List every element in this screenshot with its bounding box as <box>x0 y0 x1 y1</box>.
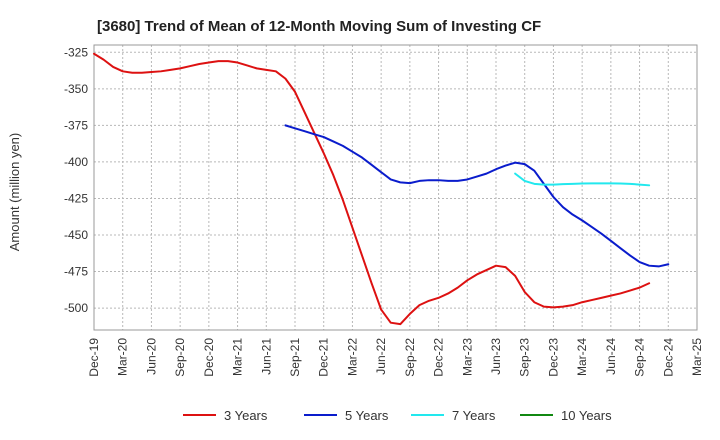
x-tick-label: Mar-25 <box>690 338 704 376</box>
y-axis-label: Amount (million yen) <box>7 133 22 252</box>
x-tick-label: Jun-24 <box>604 338 618 375</box>
x-tick-label: Jun-20 <box>144 338 158 375</box>
y-axis: -325 -350 -375 -400 -425 -450 -475 -500 <box>64 45 88 315</box>
legend: 3 Years 5 Years 7 Years 10 Years <box>183 408 612 423</box>
series-line-3-years <box>93 52 651 326</box>
x-axis: Dec-19 Mar-20 Jun-20 Sep-20 Dec-20 Mar-21 Jun-… <box>87 338 704 377</box>
y-tick-label: -475 <box>64 265 88 279</box>
x-tick-label: Mar-24 <box>575 338 589 376</box>
x-tick-label: Dec-20 <box>202 338 216 377</box>
x-tick-label: Sep-23 <box>518 338 532 377</box>
y-tick-label: -375 <box>64 118 88 132</box>
y-tick-label: -400 <box>64 155 88 169</box>
x-tick-label: Jun-21 <box>259 338 273 375</box>
x-tick-label: Mar-20 <box>116 338 130 376</box>
series-line-7-years <box>514 172 651 187</box>
x-tick-label: Sep-21 <box>288 338 302 377</box>
x-tick-label: Mar-23 <box>460 338 474 376</box>
x-tick-label: Dec-24 <box>661 338 675 377</box>
y-tick-label: -500 <box>64 301 88 315</box>
x-tick-label: Dec-21 <box>317 338 331 377</box>
x-tick-label: Dec-23 <box>546 338 560 377</box>
legend-label: 7 Years <box>452 408 496 423</box>
y-tick-label: -425 <box>64 191 88 205</box>
x-tick-label: Sep-24 <box>633 338 647 377</box>
y-tick-label: -325 <box>64 45 88 59</box>
legend-label: 5 Years <box>345 408 389 423</box>
plot-frame <box>93 44 698 331</box>
x-tick-label: Dec-19 <box>87 338 101 377</box>
y-tick-label: -350 <box>64 82 88 96</box>
legend-label: 3 Years <box>224 408 268 423</box>
series-group <box>93 52 670 326</box>
x-tick-label: Jun-22 <box>374 338 388 375</box>
x-tick-label: Mar-22 <box>345 338 359 376</box>
x-tick-label: Dec-22 <box>432 338 446 377</box>
x-tick-label: Mar-21 <box>231 338 245 376</box>
legend-label: 10 Years <box>561 408 612 423</box>
grid <box>93 45 698 330</box>
x-tick-label: Jun-23 <box>489 338 503 375</box>
x-tick-label: Sep-22 <box>403 338 417 377</box>
series-line-5-years <box>284 124 670 268</box>
chart-title: [3680] Trend of Mean of 12-Month Moving … <box>97 18 541 35</box>
y-tick-label: -450 <box>64 228 88 242</box>
x-tick-label: Sep-20 <box>173 338 187 377</box>
